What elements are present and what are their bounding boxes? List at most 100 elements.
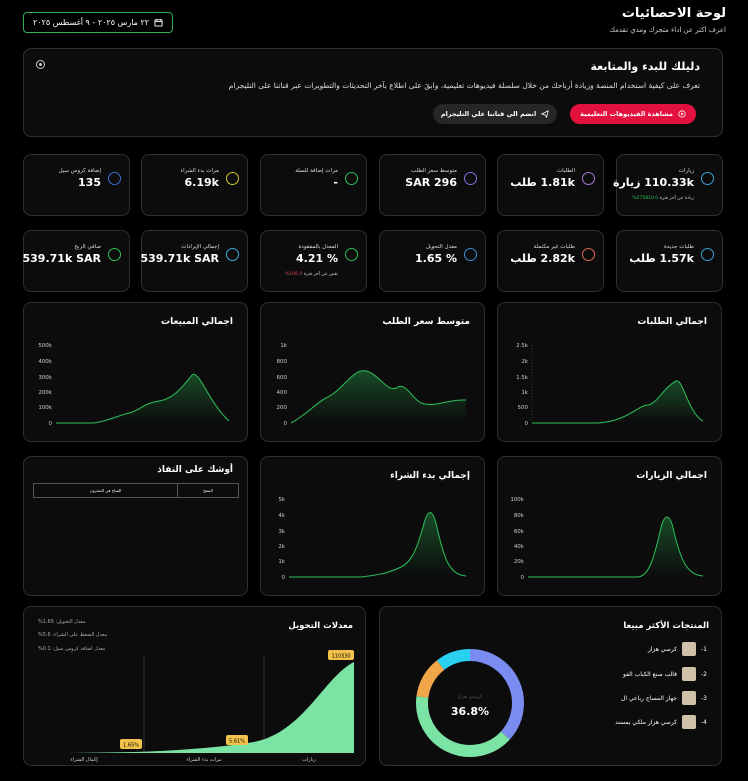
stat-card: مرات إضافة للسلة -: [260, 154, 367, 216]
stat-label: صافي الربح: [74, 244, 101, 250]
date-range-picker[interactable]: ٢٢ مارس ٢٠٢٥ - ٩ أغسطس ٢٠٢٥: [23, 12, 173, 33]
checkout-chart-title: إجمالي بدء الشراء: [390, 471, 470, 481]
guide-text: تعرف على كيفية استخدام المنصة وزيادة أرب…: [228, 81, 700, 90]
product-item[interactable]: 1- كرسي هزاز: [648, 641, 707, 657]
conversion-card: معدلات التحويل معدل التحويل: 1.65% معدل …: [23, 606, 366, 766]
close-icon[interactable]: [36, 60, 45, 69]
tick-label: 1.5k: [516, 375, 529, 381]
stat-icon: [345, 172, 358, 185]
tick-label: 0: [284, 421, 288, 427]
stat-card: الطلبات 1.81k طلب: [497, 154, 604, 216]
stat-icon: [108, 172, 121, 185]
visits-chart-card: اجمالي الزيارات 100k 80k 60k 40k 20k 0: [497, 456, 722, 596]
low-stock-table-header: المنتج المتاح في المخزون: [33, 483, 239, 498]
product-item[interactable]: 3- جهاز المساج رباعي ال: [621, 690, 707, 706]
stat-icon: [582, 172, 595, 185]
stat-icon: [701, 172, 714, 185]
product-item[interactable]: 4- كرسي هزاز ملكي بمسند: [615, 714, 707, 730]
guide-card: دليلك للبدء والمتابعة تعرف على كيفية است…: [23, 48, 723, 137]
donut-slice[interactable]: [469, 649, 524, 740]
stat-icon: [345, 248, 358, 261]
donut-slice[interactable]: [436, 649, 471, 670]
visits-chart: 100k 80k 60k 40k 20k 0: [510, 497, 704, 581]
stat-card: صافي الربح 539.71k SAR: [23, 230, 130, 292]
stat-card: إضافة كروس سيل 135: [23, 154, 130, 216]
play-icon: [678, 110, 686, 118]
checkout-area: [289, 512, 466, 577]
tick-label: 60k: [514, 529, 525, 535]
watch-videos-button[interactable]: مشاهدة الفيديوهات التعليمية: [570, 104, 696, 124]
svg-text:1.65%: 1.65%: [123, 743, 139, 749]
stat-label: إجمالي الإيرادات: [181, 244, 219, 250]
tick-label: 200k: [38, 390, 52, 396]
stat-value: SAR 296: [405, 176, 457, 189]
tick-label: 600: [277, 375, 288, 381]
stat-icon: [108, 248, 121, 261]
guide-title: دليلك للبدء والمتابعة: [590, 60, 701, 73]
col-stock: المتاح في المخزون: [89, 488, 122, 493]
tick-label: 100k: [510, 497, 524, 503]
low-stock-title: أوشك على النفاذ: [157, 465, 233, 475]
svg-text:5.61%: 5.61%: [229, 739, 245, 745]
product-thumbnail: [682, 667, 696, 681]
badge: 110330: [328, 650, 354, 660]
funnel-area: [69, 662, 354, 753]
stat-note: نقص عن آخر فترة 106.0%: [285, 272, 338, 277]
tick-label: 2.5k: [516, 343, 529, 349]
page-subtitle: اعرف اكثر عن اداء متجرك ومدي تقدمك: [609, 26, 726, 34]
stat-card: متوسط سعر الطلب SAR 296: [379, 154, 486, 216]
conversion-funnel: 1.65% 5.61% 110330 إكمال الشراء مرات بدء…: [69, 650, 354, 763]
stat-label: معدل التحويل: [425, 244, 457, 250]
product-name: كرسي هزاز: [647, 645, 677, 653]
tick-label: 2k: [521, 359, 528, 365]
sales-chart-title: اجمالي المبيعات: [161, 317, 233, 327]
funnel-label: زيارات: [302, 757, 316, 763]
checkout-line: [289, 512, 467, 578]
tick-label: 80k: [514, 513, 525, 519]
tick-label: 1k: [280, 343, 287, 349]
join-telegram-button[interactable]: انضم الي قناتنا علي التليجرام: [433, 104, 557, 124]
visits-chart-title: اجمالي الزيارات: [636, 471, 707, 481]
stat-label: زيارات: [678, 168, 694, 174]
page-title: لوحة الاحصائيات: [621, 6, 726, 21]
stat-label: الطلبات: [556, 168, 575, 174]
stat-icon: [464, 172, 477, 185]
telegram-icon: [541, 110, 549, 118]
tick-label: 0: [49, 421, 53, 427]
calendar-icon: [154, 18, 163, 27]
product-thumbnail: [682, 715, 696, 729]
stat-icon: [701, 248, 714, 261]
watch-videos-label: مشاهدة الفيديوهات التعليمية: [580, 110, 673, 118]
stat-card: مرات بدء الشراء 6.19k: [141, 154, 248, 216]
tick-label: 1k: [278, 559, 285, 565]
tick-label: 5k: [278, 497, 285, 503]
stat-value: 6.19k: [184, 176, 219, 189]
orders-ticks: 2.5k 2k 1.5k 1k 500 0: [516, 343, 529, 427]
svg-text:110330: 110330: [331, 654, 350, 660]
donut-slice[interactable]: [416, 660, 445, 699]
tick-label: 800: [277, 359, 288, 365]
col-product: المنتج: [177, 484, 238, 497]
orders-line: [532, 380, 704, 424]
stat-value: -: [333, 176, 338, 189]
product-thumbnail: [682, 642, 696, 656]
tick-label: 2k: [278, 544, 285, 550]
orders-area: [532, 380, 703, 423]
stat-label: مرات إضافة للسلة: [295, 168, 338, 174]
product-item[interactable]: 2- قالب صنع الكباب الفو: [623, 666, 707, 682]
avg-price-chart-card: متوسط سعر الطلب 1k 800 600 400 200 0: [260, 302, 485, 442]
low-stock-card: أوشك على النفاذ المنتج المتاح في المخزون: [23, 456, 248, 596]
product-name: جهاز المساج رباعي ال: [621, 694, 677, 702]
stat-icon: [226, 248, 239, 261]
badge: 5.61%: [226, 735, 248, 745]
donut-slice[interactable]: [416, 696, 510, 757]
tick-label: 400k: [38, 359, 52, 365]
checkout-chart: 5k 4k 3k 2k 1k 0: [278, 497, 467, 581]
stat-value: 2.82k طلب: [510, 252, 575, 265]
sales-chart: 500k 400k 300k 200k 100k 0: [38, 343, 230, 427]
stat-icon: [582, 248, 595, 261]
product-name: قالب صنع الكباب الفو: [623, 670, 677, 678]
sales-chart-card: اجمالي المبيعات 500k 400k 300k 200k 100k 0: [23, 302, 248, 442]
visits-area: [528, 517, 703, 577]
donut-center-value: 36.8%: [451, 705, 489, 718]
